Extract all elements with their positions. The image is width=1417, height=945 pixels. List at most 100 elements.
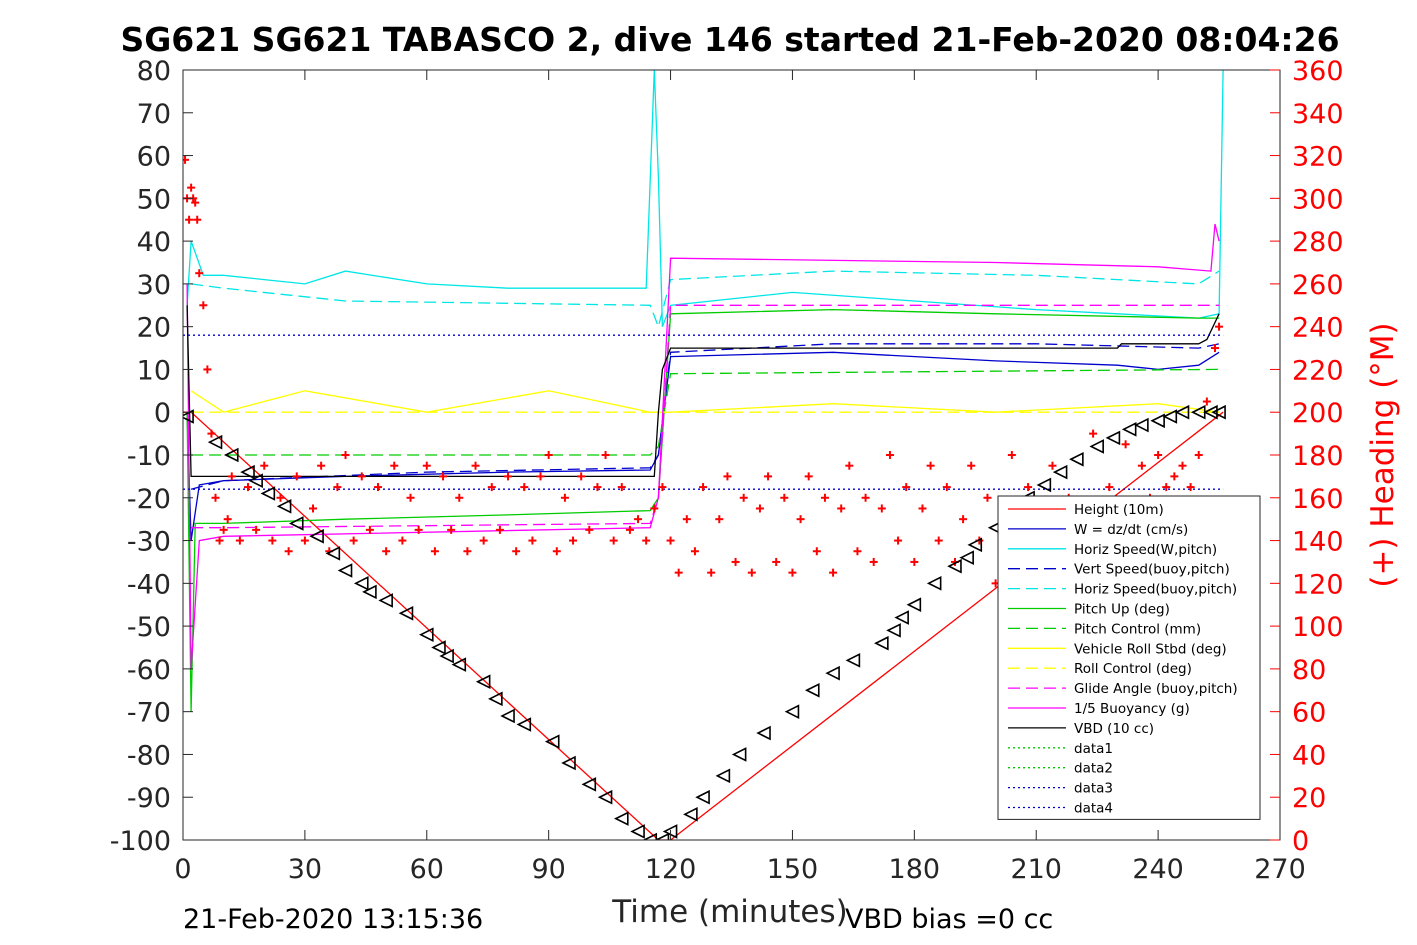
vbd-marker: [516, 717, 532, 732]
legend-entry-label: Pitch Control (mm): [1074, 621, 1201, 637]
vbd-marker: [1105, 430, 1121, 446]
y-tick-label: 0: [154, 398, 171, 429]
heading-point: [715, 515, 724, 524]
heading-point: [463, 547, 472, 556]
x-tick-label: 60: [410, 854, 444, 885]
y-tick-label: -40: [127, 569, 171, 600]
y-tick-label: -80: [127, 740, 171, 771]
x-axis-label: Time (minutes): [611, 894, 847, 930]
heading-point: [195, 269, 204, 278]
heading-point: [942, 483, 951, 492]
heading-point: [853, 547, 862, 556]
vbd-marker: [597, 789, 613, 805]
heading-point: [1215, 322, 1224, 331]
x-tick-label: 0: [174, 854, 191, 885]
vbd-marker: [756, 725, 771, 741]
vbd-marker: [784, 704, 800, 719]
vbd-marker: [630, 824, 645, 839]
y-tick-label: 40: [137, 227, 171, 258]
y-axis-right-label: (+) Heading (°M): [1365, 322, 1401, 587]
heading-point: [699, 483, 708, 492]
x-axis: 0 30 60 90 120 150 180 210 240 270: [174, 70, 1306, 885]
legend: Height (10m) W = dz/dt (cm/s) Horiz Speed(…: [997, 495, 1261, 820]
heading-point: [764, 472, 773, 481]
vbd-marker: [947, 558, 962, 574]
heading-point: [812, 547, 821, 556]
heading-point: [1178, 461, 1187, 470]
heading-point: [820, 493, 829, 502]
y-right-tick-label: 0: [1292, 826, 1309, 857]
heading-point: [374, 483, 383, 492]
heading-point: [829, 568, 838, 577]
heading-point: [227, 472, 236, 481]
heading-point: [333, 483, 342, 492]
heading-point: [1048, 461, 1057, 470]
y-tick-label: 20: [137, 313, 171, 344]
vbd-marker: [240, 464, 255, 480]
series-line-9: [191, 304, 1220, 529]
heading-point: [528, 536, 537, 545]
vbd-marker: [309, 528, 324, 544]
heading-point: [439, 472, 448, 481]
y-right-tick-label: 360: [1292, 56, 1344, 87]
vbd-bias-footer: VBD bias =0 cc: [845, 904, 1053, 935]
y-tick-label: 30: [137, 270, 171, 301]
x-tick-label: 240: [1132, 854, 1184, 885]
heading-point: [349, 536, 358, 545]
legend-entry-label: Roll Control (deg): [1074, 661, 1192, 677]
heading-point: [390, 461, 399, 470]
heading-point: [959, 515, 968, 524]
heading-point: [577, 472, 586, 481]
vbd-marker: [804, 682, 820, 698]
vbd-marker: [825, 665, 840, 681]
heading-point: [544, 451, 553, 459]
heading-point: [1007, 451, 1016, 459]
heading-point: [223, 515, 232, 524]
vbd-marker: [581, 777, 597, 792]
vbd-marker: [642, 832, 658, 840]
vbd-marker: [325, 546, 341, 561]
y-right-tick-label: 260: [1292, 270, 1344, 301]
heading-point: [512, 547, 521, 556]
heading-point: [642, 536, 651, 545]
heading-point: [1024, 483, 1033, 492]
heading-layer: [183, 155, 1224, 588]
y-right-tick-label: 80: [1292, 655, 1326, 686]
heading-point: [788, 568, 797, 577]
heading-point: [682, 515, 691, 524]
vbd-marker: [248, 473, 263, 488]
y-tick-label: -30: [127, 527, 171, 558]
vbd-marker: [845, 653, 861, 668]
heading-point: [300, 536, 309, 545]
heading-point: [414, 525, 423, 534]
heading-point: [723, 472, 732, 481]
vbd-marker: [183, 409, 194, 424]
heading-point: [504, 472, 513, 481]
vbd-marker: [886, 623, 901, 638]
heading-point: [292, 472, 301, 481]
y-right-tick-label: 140: [1292, 527, 1344, 558]
vbd-marker: [906, 597, 922, 613]
vbd-marker: [398, 605, 414, 621]
heading-point: [487, 483, 496, 492]
heading-point: [967, 461, 976, 470]
vbd-marker: [544, 734, 560, 749]
vbd-marker: [337, 563, 353, 578]
vbd-marker: [378, 593, 393, 608]
vbd-marker: [926, 576, 942, 591]
heading-point: [1137, 461, 1146, 470]
vbd-marker: [561, 755, 576, 771]
vbd-marker: [1134, 417, 1149, 433]
heading-point: [447, 525, 456, 534]
heading-point: [1162, 483, 1171, 492]
legend-entry-label: Horiz Speed(W,pitch): [1074, 542, 1217, 558]
heading-point: [877, 504, 886, 513]
heading-point: [1186, 483, 1195, 492]
y-tick-label: -50: [127, 612, 171, 643]
legend-entry-label: data4: [1074, 801, 1113, 817]
vbd-marker: [1174, 404, 1190, 420]
heading-point: [1202, 397, 1211, 406]
heading-point: [309, 504, 318, 513]
heading-point: [666, 536, 675, 545]
heading-point: [284, 547, 293, 556]
